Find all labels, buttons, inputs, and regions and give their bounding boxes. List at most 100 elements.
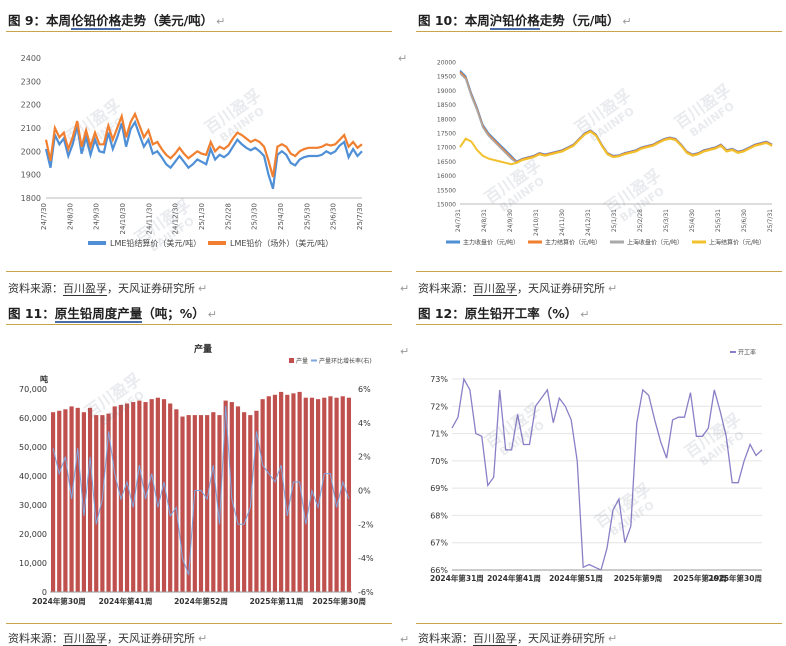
y-tick-label: 50,000 bbox=[19, 443, 47, 452]
x-tick-label: 2024年第31周 bbox=[430, 573, 484, 583]
x-tick-label: 25/1/30 bbox=[198, 203, 206, 230]
caption-rule bbox=[6, 324, 392, 325]
caption-rule bbox=[6, 31, 392, 32]
bar bbox=[285, 394, 290, 592]
y-tick-label: 19000 bbox=[437, 88, 456, 95]
series-line-lme-settle bbox=[44, 119, 363, 190]
x-tick-label: 24/12/31 bbox=[585, 209, 592, 236]
bar bbox=[192, 415, 197, 592]
x-tick-label: 2024年第41周 bbox=[487, 573, 541, 583]
bar bbox=[340, 396, 345, 592]
y2-tick-label: -4% bbox=[358, 554, 374, 563]
para-mark: ↵ bbox=[400, 282, 410, 295]
y2-tick-label: 4% bbox=[358, 419, 371, 428]
y-tick-label: 19500 bbox=[437, 74, 456, 81]
legend-label: 产量 bbox=[296, 357, 308, 365]
y-tick-label: 17000 bbox=[437, 145, 456, 152]
y-tick-label: 15000 bbox=[437, 202, 456, 209]
bar bbox=[168, 403, 173, 592]
x-tick-label: 24/8/31 bbox=[481, 209, 488, 232]
para-mark: ↵ bbox=[400, 633, 410, 646]
legend-label: LME铅价（场外）（美元/吨） bbox=[230, 238, 333, 248]
bar bbox=[63, 409, 68, 592]
bar bbox=[309, 397, 315, 592]
x-tick-label: 25/5/31 bbox=[715, 209, 722, 232]
y-tick-label: 70% bbox=[430, 457, 448, 466]
caption-em: 沪铅价格 bbox=[489, 13, 540, 30]
bar bbox=[260, 399, 265, 592]
bar bbox=[124, 403, 130, 592]
para-mark: ↵ bbox=[580, 308, 590, 321]
legend-label: LME铅结算价（美元/吨） bbox=[110, 238, 201, 248]
y2-tick-label: 0% bbox=[358, 487, 371, 496]
figure-10-caption: 图 10：本周沪铅价格走势（元/吨） ↵ bbox=[418, 13, 632, 30]
bar bbox=[334, 397, 339, 592]
para-mark: ↵ bbox=[207, 308, 218, 321]
bar bbox=[112, 406, 117, 592]
bar bbox=[186, 415, 191, 592]
bar bbox=[235, 406, 241, 592]
bar bbox=[266, 396, 271, 592]
y-tick-label: 70,000 bbox=[19, 385, 47, 394]
y-tick-label: 2100 bbox=[21, 124, 41, 133]
x-tick-label: 24/9/30 bbox=[507, 209, 514, 232]
x-tick-label: 2025年第9周 bbox=[614, 573, 663, 583]
bar bbox=[174, 409, 179, 592]
x-tick-label: 25/6/30 bbox=[741, 209, 748, 232]
x-tick-label: 24/7/30 bbox=[40, 203, 48, 230]
figure-10-source: 资料来源：百川盈孚，天风证券研究所 ↵ bbox=[418, 282, 618, 296]
y-tick-label: 1900 bbox=[21, 171, 41, 180]
x-tick-label: 24/12/30 bbox=[172, 203, 180, 234]
bar bbox=[149, 399, 154, 592]
figure-11-caption: 图 11：原生铅周度产量（吨；%） ↵ bbox=[8, 306, 218, 323]
y2-tick-label: 2% bbox=[358, 453, 371, 462]
legend-label: 上海收盘价（元/吨） bbox=[627, 239, 683, 247]
x-tick-label: 25/2/28 bbox=[224, 203, 232, 230]
legend-label: 开工率 bbox=[738, 349, 756, 357]
legend-label: 主力收盘价（元/吨） bbox=[463, 239, 519, 247]
x-tick-label: 24/11/30 bbox=[145, 203, 153, 234]
y-tick-label: 73% bbox=[430, 375, 448, 384]
y-tick-label: 20,000 bbox=[19, 530, 47, 539]
x-tick-label: 2024年第52周 bbox=[174, 596, 228, 606]
caption-rule bbox=[416, 324, 782, 325]
bar bbox=[316, 399, 321, 592]
figure-12-caption: 图 12：原生铅开工率（%） ↵ bbox=[418, 306, 590, 321]
y-tick-label: 16500 bbox=[437, 159, 456, 166]
y-tick-label: 15500 bbox=[437, 187, 456, 194]
series-line-lme-otc bbox=[44, 111, 363, 178]
bar bbox=[297, 391, 302, 592]
caption-rule bbox=[416, 31, 782, 32]
x-tick-label: 25/3/31 bbox=[663, 209, 670, 232]
growth-line bbox=[52, 405, 350, 576]
x-tick-label: 25/3/30 bbox=[251, 203, 259, 230]
y-tick-label: 40,000 bbox=[19, 472, 47, 481]
figure-9-caption: 图 9：本周伦铅价格走势（美元/吨） ↵ bbox=[8, 13, 226, 30]
bar bbox=[180, 416, 185, 592]
bar bbox=[131, 402, 136, 592]
para-mark: ↵ bbox=[216, 15, 226, 28]
y-tick-label: 0 bbox=[42, 588, 47, 597]
bar bbox=[106, 413, 111, 592]
series-line-utilization bbox=[451, 377, 763, 571]
bar bbox=[100, 415, 105, 592]
legend-label: 上海结算价（元/吨） bbox=[709, 239, 765, 247]
bar bbox=[217, 415, 222, 592]
y-tick-label: 71% bbox=[430, 430, 448, 439]
bar bbox=[279, 391, 284, 592]
para-mark: ↵ bbox=[400, 345, 410, 358]
source-rule bbox=[6, 271, 392, 272]
y-tick-label: 2000 bbox=[21, 147, 41, 156]
y-tick-label: 18500 bbox=[437, 102, 456, 109]
bar bbox=[205, 415, 210, 592]
x-tick-label: 2025年第30周 bbox=[312, 596, 366, 606]
y2-tick-label: -6% bbox=[358, 588, 374, 597]
series-line-sh-settle bbox=[459, 130, 773, 166]
y-tick-label: 2300 bbox=[21, 77, 41, 86]
x-tick-label: 25/4/30 bbox=[277, 203, 285, 230]
